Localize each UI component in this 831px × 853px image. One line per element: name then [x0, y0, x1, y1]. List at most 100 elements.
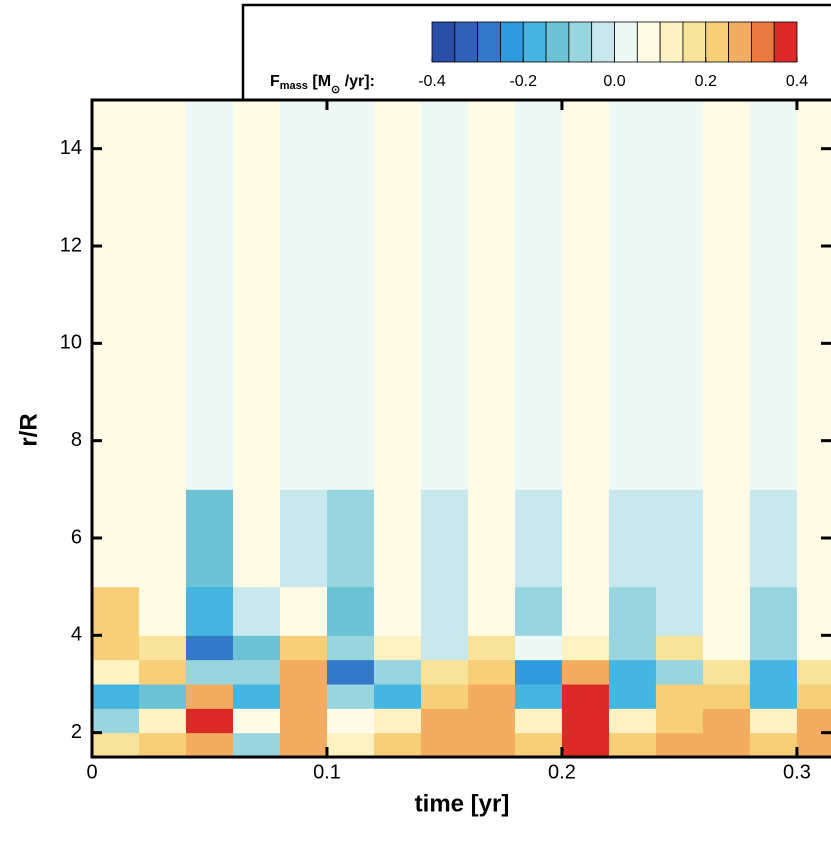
colorbar-label-part: F: [270, 73, 280, 90]
heat-cell: [702, 635, 751, 661]
heat-cell: [138, 708, 187, 734]
x-tick-label: 0.3: [783, 761, 811, 783]
heat-cell: [138, 635, 187, 661]
heat-cell: [232, 659, 281, 685]
heat-cell: [92, 635, 140, 661]
heat-cell: [608, 684, 657, 709]
heat-cell: [608, 100, 657, 490]
heat-cell: [796, 100, 831, 490]
heat-cell: [232, 100, 281, 490]
heat-cell: [326, 635, 375, 661]
heat-cell: [561, 732, 610, 757]
heat-cell: [185, 100, 234, 490]
heat-cell: [514, 100, 563, 490]
heat-cell: [326, 100, 375, 490]
heat-cell: [796, 635, 831, 661]
heat-cell: [702, 659, 751, 685]
heat-cell: [561, 635, 610, 661]
heat-cell: [702, 100, 751, 490]
x-axis-label: time [yr]: [415, 790, 510, 817]
heat-cell: [326, 489, 375, 588]
heat-cell: [467, 659, 516, 685]
heat-cell: [232, 489, 281, 588]
heat-cell: [655, 708, 704, 734]
heat-cell: [373, 586, 422, 636]
y-tick-label: 12: [60, 234, 82, 256]
heat-cell: [232, 732, 281, 757]
heat-cell: [608, 586, 657, 636]
heat-cell: [373, 659, 422, 685]
heat-cell: [92, 586, 140, 636]
colorbar-swatch: [750, 21, 775, 63]
heat-cell: [185, 708, 234, 734]
heat-cell: [796, 708, 831, 734]
heat-cell: [92, 659, 140, 685]
colorbar-tick-label: -0.4: [418, 73, 446, 90]
colorbar-swatch: [522, 21, 547, 63]
heat-cell: [92, 100, 140, 490]
colorbar-swatch: [728, 21, 752, 63]
colorbar-swatch: [614, 21, 638, 63]
heat-cell: [326, 586, 375, 636]
heat-cell: [702, 684, 751, 709]
colorbar-swatch: [477, 21, 501, 63]
heat-cell: [655, 586, 704, 636]
heat-cell: [608, 708, 657, 734]
heat-cell: [796, 586, 831, 636]
heat-cell: [796, 659, 831, 685]
heat-cell: [138, 732, 187, 757]
x-tick-label: 0.1: [313, 761, 341, 783]
colorbar-label-part: ⊙: [331, 84, 340, 96]
colorbar-label-part: mass: [280, 80, 308, 92]
y-tick-label: 2: [71, 721, 82, 743]
y-tick-label: 4: [71, 624, 82, 646]
heat-cell: [279, 708, 328, 734]
y-tick-label: 6: [71, 526, 82, 548]
heat-cell: [467, 732, 516, 757]
heat-cell: [326, 708, 375, 734]
heat-cell: [467, 635, 516, 661]
heat-cell: [326, 684, 375, 709]
heat-cell: [467, 489, 516, 588]
x-tick-label: 0.2: [548, 761, 576, 783]
heat-cell: [561, 100, 610, 490]
heat-cell: [138, 489, 187, 588]
heat-cell: [185, 684, 234, 709]
colorbar-swatch: [591, 21, 615, 63]
y-axis-label: r/R: [15, 413, 42, 446]
colorbar-swatch: [500, 21, 524, 63]
heat-cell: [702, 586, 751, 636]
heat-cell: [326, 659, 375, 685]
plot-frame: [90, 98, 831, 759]
y-tick-label: 14: [60, 137, 82, 159]
heat-cell: [279, 732, 328, 757]
colorbar-swatch: [431, 21, 456, 63]
heat-cell: [279, 635, 328, 661]
heat-cell: [655, 684, 704, 709]
colorbar-swatch: [454, 21, 479, 63]
heat-cell: [561, 489, 610, 588]
heat-cell: [514, 732, 563, 757]
y-tick-label: 10: [60, 332, 82, 354]
heat-cell: [702, 708, 751, 734]
heat-cell: [92, 684, 140, 709]
heat-cell: [420, 635, 469, 661]
colorbar-swatch: [636, 21, 661, 63]
heat-cell: [420, 659, 469, 685]
heat-cell: [796, 732, 831, 757]
heat-cell: [92, 732, 140, 757]
colorbar-swatch: [545, 21, 570, 63]
heat-cell: [749, 732, 798, 757]
colorbar-swatch: [773, 21, 798, 63]
heat-cell: [561, 708, 610, 734]
colorbar-label: Fmass [M⊙ /yr]:: [270, 73, 375, 96]
heat-cell: [279, 489, 328, 588]
colorbar-swatch: [705, 21, 729, 63]
heat-cell: [185, 489, 234, 588]
heat-cell: [796, 684, 831, 709]
colorbar-tick-label: -0.2: [509, 73, 537, 90]
heat-cell: [608, 489, 657, 588]
heat-cell: [138, 659, 187, 685]
heat-cell: [702, 489, 751, 588]
